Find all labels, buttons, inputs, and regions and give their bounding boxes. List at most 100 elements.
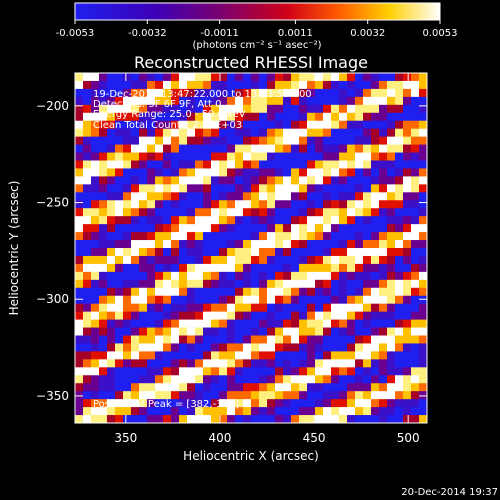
heatmap-cell [331, 391, 340, 400]
heatmap-cell [379, 73, 388, 82]
heatmap-cell [267, 383, 276, 392]
heatmap-cell [403, 112, 412, 122]
heatmap-cell [171, 96, 180, 106]
heatmap-cell [235, 319, 244, 328]
heatmap-cell [259, 263, 268, 273]
heatmap-cell [123, 248, 132, 257]
heatmap-cell [243, 112, 252, 122]
heatmap-cell [243, 407, 252, 416]
heatmap-cell [123, 375, 132, 384]
heatmap-cell [235, 255, 244, 265]
heatmap-cell [171, 287, 180, 297]
heatmap-cell [395, 184, 404, 193]
heatmap-cell [387, 391, 396, 400]
heatmap-cell [323, 375, 332, 384]
heatmap-cell [75, 335, 84, 344]
heatmap-cell [403, 216, 412, 225]
heatmap-cell [251, 367, 260, 376]
heatmap-cell [203, 144, 212, 153]
heatmap-cell [299, 391, 308, 400]
heatmap-cell [299, 96, 308, 106]
heatmap-cell [371, 240, 380, 249]
heatmap-cell [339, 375, 348, 384]
heatmap-cell [291, 255, 300, 265]
heatmap-cell [83, 208, 92, 217]
heatmap-cell [139, 112, 148, 122]
heatmap-cell [387, 399, 396, 408]
heatmap-cell [155, 120, 164, 130]
heatmap-cell [275, 88, 284, 98]
heatmap-cell [195, 136, 204, 145]
heatmap-cell [307, 359, 316, 368]
heatmap-cell [171, 112, 180, 122]
heatmap-cell [163, 96, 172, 106]
heatmap-cell [299, 136, 308, 145]
heatmap-cell [99, 73, 108, 82]
heatmap-cell [283, 200, 292, 209]
heatmap-cell [251, 104, 260, 114]
heatmap-cell [387, 112, 396, 122]
heatmap-cell [211, 136, 220, 145]
heatmap-cell [115, 232, 124, 241]
heatmap-cell [147, 88, 156, 98]
heatmap-cell [179, 375, 188, 384]
heatmap-cell [331, 240, 340, 249]
heatmap-cell [419, 240, 427, 249]
heatmap-cell [243, 295, 252, 305]
heatmap-cell [187, 144, 196, 153]
heatmap-cell [179, 80, 188, 90]
heatmap-cell [355, 248, 364, 257]
heatmap-cell [387, 80, 396, 90]
heatmap-cell [291, 415, 300, 423]
heatmap-cell [203, 80, 212, 90]
heatmap-cell [355, 343, 364, 352]
heatmap-cell [219, 375, 228, 384]
heatmap-cell [235, 248, 244, 257]
heatmap-cell [227, 287, 236, 297]
heatmap-cell [75, 104, 84, 114]
heatmap-cell [419, 287, 427, 297]
colorbar-tick-label: -0.0011 [200, 28, 239, 39]
heatmap-cell [363, 335, 372, 344]
heatmap-cell [139, 136, 148, 145]
heatmap-cell [91, 224, 100, 233]
heatmap-cell [395, 271, 404, 281]
heatmap-cell [107, 216, 116, 225]
heatmap-cell [339, 200, 348, 209]
heatmap-cell [107, 152, 116, 161]
heatmap-cell [187, 248, 196, 257]
heatmap-cell [147, 248, 156, 257]
heatmap-cell [83, 407, 92, 416]
heatmap-cell [363, 271, 372, 281]
heatmap-cell [275, 232, 284, 241]
heatmap-cell [163, 255, 172, 265]
heatmap-cell [203, 383, 212, 392]
heatmap-cell [259, 136, 268, 145]
heatmap-cell [235, 287, 244, 297]
heatmap-cell [155, 224, 164, 233]
heatmap-cell [99, 104, 108, 114]
heatmap-cell [139, 375, 148, 384]
heatmap-cell [163, 303, 172, 313]
heatmap-cell [195, 255, 204, 265]
heatmap-cell [123, 160, 132, 169]
heatmap-cell [283, 88, 292, 98]
heatmap-cell [259, 176, 268, 185]
heatmap-cell [299, 184, 308, 193]
heatmap-cell [107, 73, 116, 82]
heatmap-cell [243, 184, 252, 193]
heatmap-cell [187, 224, 196, 233]
heatmap-cell [83, 152, 92, 161]
heatmap-cell [355, 224, 364, 233]
heatmap-cell [283, 375, 292, 384]
heatmap-cell [371, 271, 380, 281]
heatmap-cell [355, 295, 364, 305]
heatmap-cell [243, 192, 252, 201]
heatmap-cell [179, 128, 188, 138]
heatmap-cell [395, 88, 404, 98]
heatmap-cell [227, 208, 236, 217]
heatmap-cell [123, 112, 132, 122]
heatmap-cell [195, 160, 204, 169]
heatmap-cell [91, 415, 100, 423]
heatmap-cell [371, 391, 380, 400]
